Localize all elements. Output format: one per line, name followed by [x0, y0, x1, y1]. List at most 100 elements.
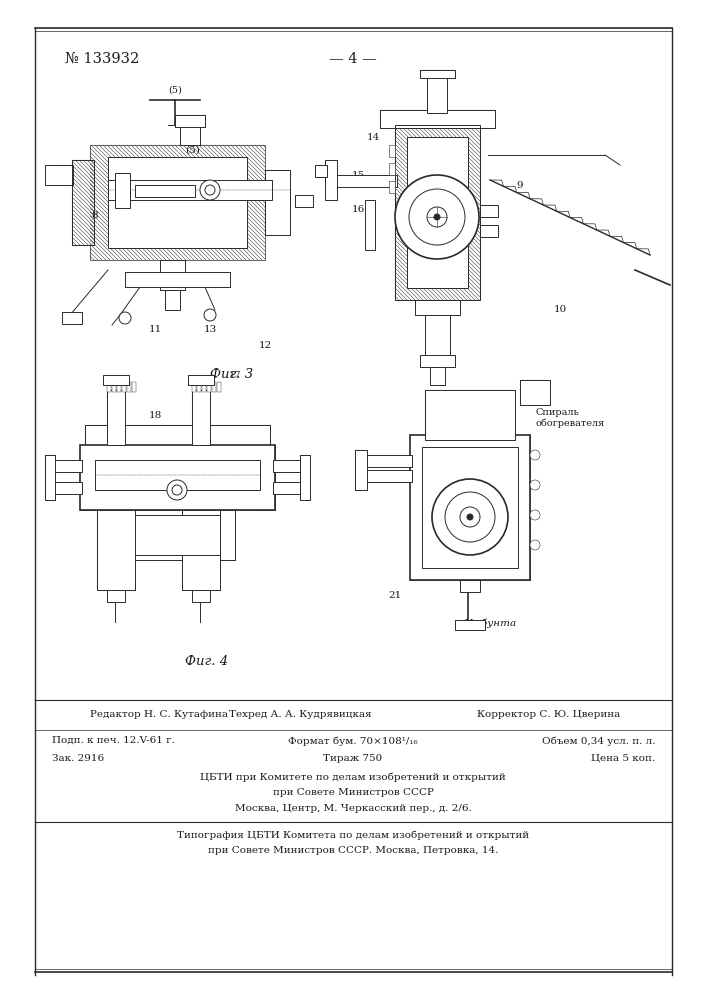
Text: 19: 19 — [501, 428, 515, 436]
Bar — [72, 160, 94, 245]
Bar — [197, 382, 201, 392]
Circle shape — [172, 485, 182, 495]
Text: Корректор С. Ю. Цверина: Корректор С. Ю. Цверина — [477, 710, 620, 719]
Bar — [45, 455, 55, 500]
Bar — [62, 312, 82, 324]
Bar — [365, 200, 375, 250]
Bar — [212, 382, 216, 392]
Circle shape — [205, 185, 215, 195]
Bar — [50, 482, 82, 494]
Bar — [425, 315, 450, 360]
Bar — [103, 375, 129, 385]
Bar — [425, 390, 515, 440]
Text: 12: 12 — [258, 340, 271, 350]
Bar — [273, 482, 305, 494]
Text: Москва, Центр, М. Черкасский пер., д. 2/6.: Москва, Центр, М. Черкасский пер., д. 2/… — [235, 804, 472, 813]
Text: 15: 15 — [351, 170, 365, 180]
Circle shape — [530, 450, 540, 460]
Bar — [265, 170, 290, 235]
Bar — [182, 510, 220, 590]
Text: № 133932: № 133932 — [65, 52, 139, 66]
Bar — [192, 590, 210, 602]
Bar — [107, 390, 125, 445]
Text: 6: 6 — [189, 196, 197, 205]
Circle shape — [467, 514, 473, 520]
Bar — [282, 170, 290, 235]
Circle shape — [434, 214, 440, 220]
Bar — [165, 290, 180, 310]
Bar — [415, 300, 460, 315]
Text: 14: 14 — [366, 132, 380, 141]
Bar — [420, 355, 455, 367]
Text: Формат бум. 70×108¹/₁₆: Формат бум. 70×108¹/₁₆ — [288, 736, 418, 746]
Circle shape — [445, 492, 495, 542]
Circle shape — [530, 540, 540, 550]
Bar — [117, 382, 121, 392]
Text: Спираль
обогревателя: Спираль обогревателя — [535, 408, 604, 428]
Circle shape — [167, 480, 187, 500]
Bar — [520, 380, 550, 405]
Bar — [135, 515, 220, 555]
Circle shape — [530, 480, 540, 490]
Bar — [425, 390, 515, 440]
Circle shape — [427, 207, 447, 227]
Bar — [325, 160, 337, 200]
Bar — [135, 185, 195, 197]
Text: (5): (5) — [185, 145, 201, 154]
Bar — [115, 173, 130, 208]
Bar — [202, 382, 206, 392]
Text: 11: 11 — [148, 326, 162, 334]
Bar — [273, 460, 305, 472]
Text: (5): (5) — [168, 86, 182, 95]
Bar — [355, 450, 367, 490]
Bar — [80, 445, 275, 510]
Circle shape — [200, 180, 220, 200]
Bar — [420, 70, 455, 78]
Text: 21: 21 — [388, 590, 402, 599]
Bar — [455, 620, 485, 630]
Bar — [95, 460, 260, 490]
Bar — [132, 382, 136, 392]
Bar — [72, 160, 94, 245]
Bar — [107, 590, 125, 602]
Bar — [380, 110, 495, 128]
Text: 10: 10 — [554, 306, 566, 314]
Circle shape — [204, 309, 216, 321]
Bar — [107, 382, 111, 392]
Bar — [175, 115, 205, 127]
Text: 7: 7 — [211, 192, 218, 200]
Text: Цена 5 коп.: Цена 5 коп. — [591, 754, 655, 763]
Bar — [460, 580, 480, 592]
Bar — [325, 175, 397, 187]
Bar — [430, 367, 445, 385]
Text: 16: 16 — [351, 206, 365, 215]
Bar — [480, 205, 498, 217]
Bar — [160, 260, 185, 290]
Bar — [108, 180, 272, 200]
Text: Типография ЦБТИ Комитета по делам изобретений и открытий: Типография ЦБТИ Комитета по делам изобре… — [177, 830, 529, 840]
Bar — [422, 447, 518, 568]
Bar — [97, 510, 135, 590]
Bar — [108, 157, 247, 248]
Text: 20: 20 — [381, 456, 395, 464]
Bar — [192, 390, 210, 445]
Bar — [85, 425, 270, 445]
Text: Редактор Н. С. Кутафина: Редактор Н. С. Кутафина — [90, 710, 228, 719]
Text: 17: 17 — [229, 370, 241, 379]
Bar — [300, 455, 310, 500]
Circle shape — [460, 507, 480, 527]
Bar — [265, 170, 273, 235]
Bar — [127, 382, 131, 392]
Bar — [389, 163, 395, 175]
Bar — [85, 425, 270, 445]
Circle shape — [530, 510, 540, 520]
Text: ЦБТИ при Комитете по делам изобретений и открытий: ЦБТИ при Комитете по делам изобретений и… — [200, 772, 506, 782]
Bar — [395, 125, 480, 300]
Bar — [45, 165, 73, 185]
Bar — [395, 125, 480, 300]
Bar — [80, 445, 98, 510]
Bar — [188, 375, 214, 385]
Text: 9: 9 — [517, 180, 523, 190]
Circle shape — [432, 479, 508, 555]
Bar — [520, 380, 550, 405]
